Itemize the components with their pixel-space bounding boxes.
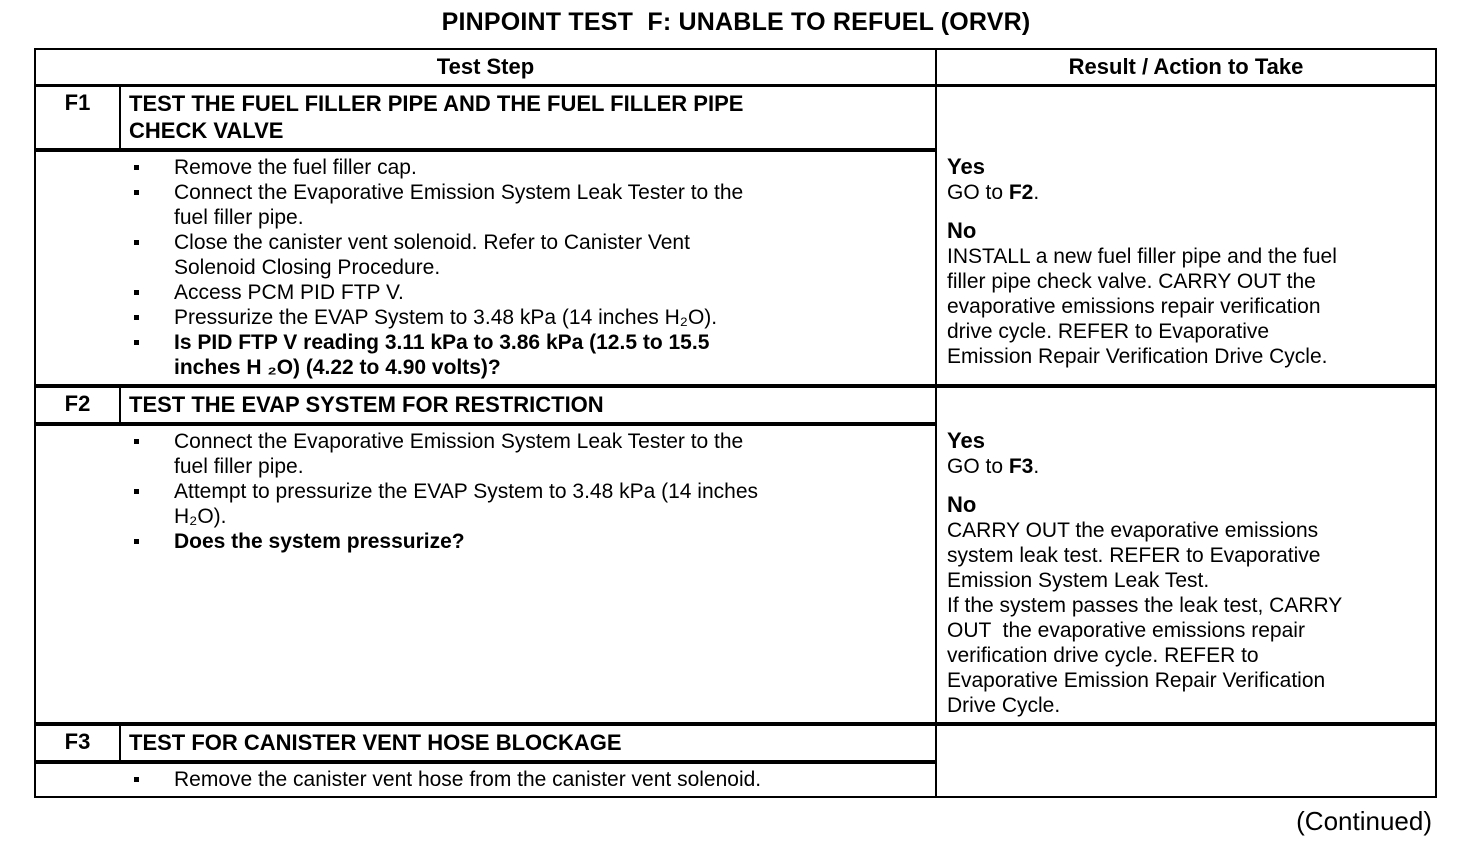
bullet-icon [133,155,174,180]
no-label: No [947,218,977,243]
go-prefix: GO to [947,181,1009,204]
result-spacer [935,388,1435,426]
test-title: TEST THE EVAP SYSTEM FOR RESTRICTION [129,392,604,417]
go-target: F3 [1008,455,1034,478]
test-id: F3 [36,726,121,760]
bullet-icon [133,230,174,280]
continued-note: (Continued) [1296,806,1432,836]
bullet-item: Close the canister vent solenoid. Refer … [133,230,905,280]
bullet-icon [133,529,174,554]
result-spacer [935,726,1435,764]
bullet-text: Connect the Evaporative Emission System … [174,430,744,478]
test-title-row: F2 TEST THE EVAP SYSTEM FOR RESTRICTION [36,388,935,426]
column-header-result: Result / Action to Take [935,50,1435,84]
table-header-row: Test Step Result / Action to Take [36,50,1435,87]
bullet-item: Remove the canister vent hose from the c… [133,767,905,792]
test-steps-cell: Remove the canister vent hose from the c… [36,764,935,796]
yes-label: Yes [947,154,985,179]
test-title-row: F1 TEST THE FUEL FILLER PIPE AND THE FUE… [36,87,935,152]
bullet-icon [133,180,174,230]
bullet-list: Remove the fuel filler cap. Connect the … [36,155,905,380]
test-id: F1 [36,87,121,148]
column-header-test-step: Test Step [436,54,535,79]
result-cell-empty [935,764,1435,796]
result-cell: Yes GO to F2. No INSTALL a new fuel fill… [935,152,1435,384]
no-label: No [947,492,977,517]
bullet-icon [133,479,174,529]
bullet-item-question: Does the system pressurize? [133,529,905,554]
bullet-text: Is PID FTP V reading 3.11 kPa to 3.86 kP… [174,331,710,379]
bullet-text: Remove the canister vent hose from the c… [174,768,762,791]
bullet-text: Does the system pressurize? [174,530,465,553]
test-id: F2 [36,388,121,422]
test-block-f3: F3 TEST FOR CANISTER VENT HOSE BLOCKAGE … [36,722,1435,796]
bullet-icon [133,330,174,380]
no-group: No INSTALL a new fuel filler pipe and th… [947,218,1427,369]
result-spacer [935,87,1435,152]
bullet-item-question: Is PID FTP V reading 3.11 kPa to 3.86 kP… [133,330,905,380]
bullet-text: Attempt to pressurize the EVAP System to… [174,480,759,528]
yes-action: GO to F2. [947,180,1427,205]
bullet-item: Access PCM PID FTP V. [133,280,905,305]
bullet-item: Attempt to pressurize the EVAP System to… [133,479,905,529]
bullet-text: Close the canister vent solenoid. Refer … [174,231,690,279]
bullet-text: Connect the Evaporative Emission System … [174,181,744,229]
go-target: F2 [1008,181,1034,204]
test-steps-cell: Remove the fuel filler cap. Connect the … [36,152,935,384]
yes-label: Yes [947,428,985,453]
go-prefix: GO to [947,455,1009,478]
test-steps-cell: Connect the Evaporative Emission System … [36,426,935,722]
bullet-item: Remove the fuel filler cap. [133,155,905,180]
page-title: PINPOINT TEST F: UNABLE TO REFUEL (ORVR) [441,8,1031,36]
result-cell: Yes GO to F3. No CARRY OUT the evaporati… [935,426,1435,722]
bullet-icon [133,280,174,305]
bullet-icon [133,767,174,792]
bullet-item: Connect the Evaporative Emission System … [133,429,905,479]
bullet-text: Pressurize the EVAP System to 3.48 kPa (… [174,306,718,329]
go-suffix: . [1033,455,1040,478]
bullet-list: Connect the Evaporative Emission System … [36,429,905,554]
test-block-f1: F1 TEST THE FUEL FILLER PIPE AND THE FUE… [36,87,1435,384]
bullet-text: Remove the fuel filler cap. [174,156,417,179]
go-suffix: . [1033,181,1040,204]
no-action: CARRY OUT the evaporative emissions syst… [947,519,1343,717]
no-action: INSTALL a new fuel filler pipe and the f… [947,245,1337,368]
bullet-icon [133,429,174,479]
bullet-text: Access PCM PID FTP V. [174,281,404,304]
pinpoint-test-table: Test Step Result / Action to Take F1 TES… [34,48,1437,798]
no-group: No CARRY OUT the evaporative emissions s… [947,492,1427,718]
yes-action: GO to F3. [947,454,1427,479]
bullet-list: Remove the canister vent hose from the c… [36,767,905,792]
bullet-item: Connect the Evaporative Emission System … [133,180,905,230]
bullet-item: Pressurize the EVAP System to 3.48 kPa (… [133,305,905,330]
bullet-icon [133,305,174,330]
test-title: TEST FOR CANISTER VENT HOSE BLOCKAGE [129,730,622,755]
test-title-row: F3 TEST FOR CANISTER VENT HOSE BLOCKAGE [36,726,935,764]
test-title: TEST THE FUEL FILLER PIPE AND THE FUEL F… [129,91,744,143]
test-block-f2: F2 TEST THE EVAP SYSTEM FOR RESTRICTION … [36,384,1435,722]
